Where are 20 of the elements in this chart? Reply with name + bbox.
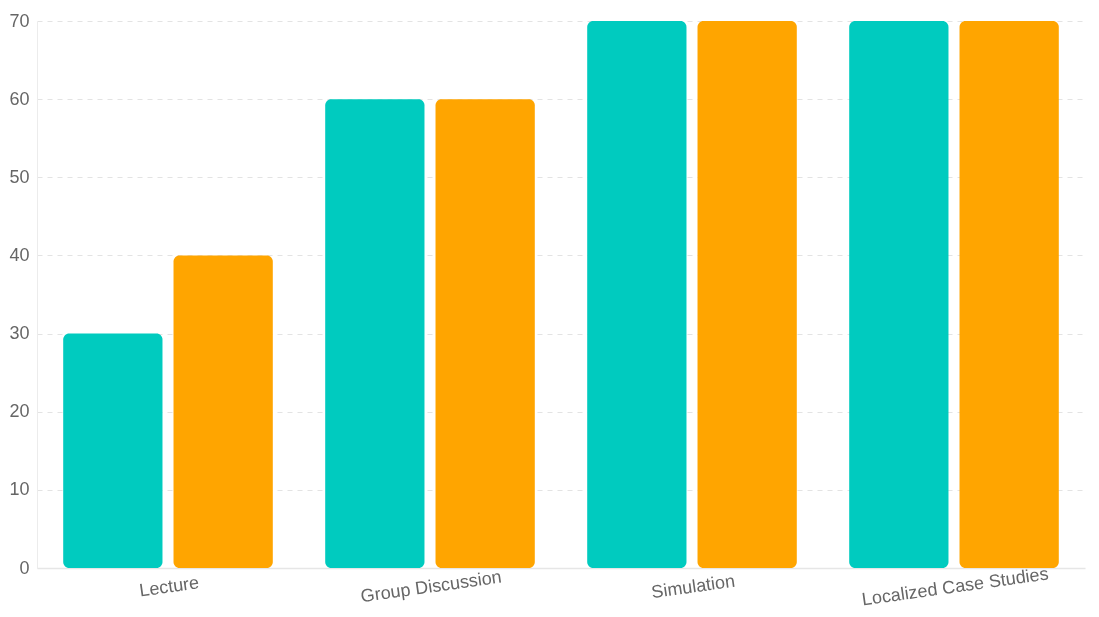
y-tick-label: 0 xyxy=(19,557,30,578)
bar xyxy=(63,333,163,568)
y-tick-label: 20 xyxy=(9,401,30,422)
x-tick-label: Lecture xyxy=(137,572,201,601)
bar xyxy=(697,21,797,568)
bar xyxy=(435,99,535,568)
y-tick-label: 60 xyxy=(9,88,30,109)
bar xyxy=(587,21,687,568)
y-tick-label: 30 xyxy=(9,323,30,344)
x-tick-label: Simulation xyxy=(650,570,737,603)
bar xyxy=(325,99,425,568)
x-tick-label: Localized Case Studies xyxy=(860,563,1050,610)
bar xyxy=(849,21,949,568)
bar xyxy=(959,21,1059,568)
bar xyxy=(173,255,273,568)
x-tick-label: Group Discussion xyxy=(359,566,503,607)
y-tick-label: 70 xyxy=(9,10,30,31)
y-tick-label: 50 xyxy=(9,166,30,187)
y-tick-label: 40 xyxy=(9,244,30,265)
y-tick-label: 10 xyxy=(9,479,30,500)
